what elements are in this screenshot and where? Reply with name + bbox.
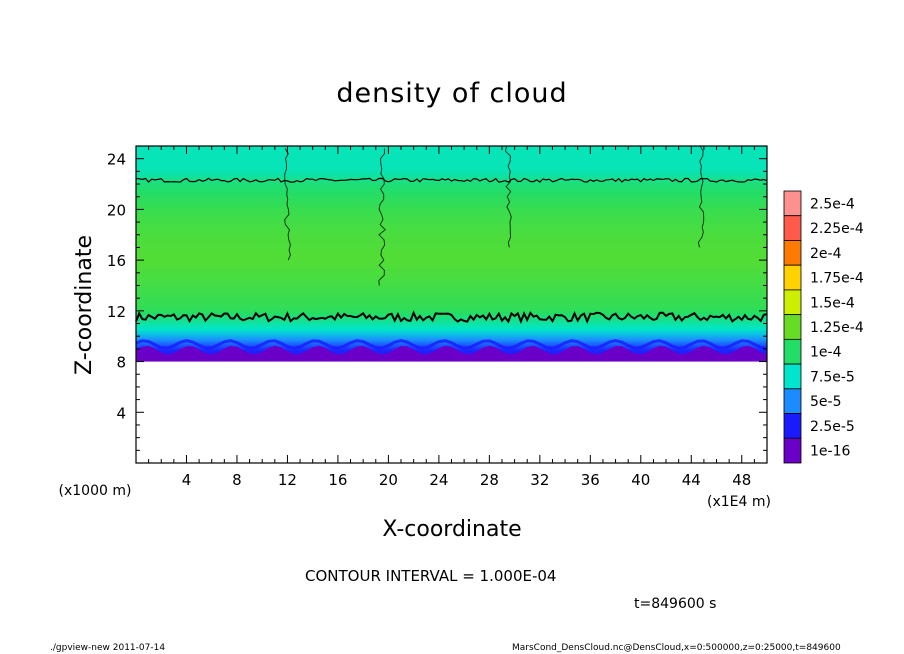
x-tick-label: 8 — [232, 471, 242, 489]
contour-interval-text: CONTOUR INTERVAL = 1.000E-04 — [305, 567, 557, 585]
colorbar-swatch — [783, 363, 802, 390]
colorbar-label: 2.5e-4 — [810, 196, 855, 212]
colorbar-label: 1.25e-4 — [810, 320, 864, 336]
cloud-base-band — [136, 345, 767, 362]
x-tick-label: 40 — [631, 471, 650, 489]
cloud-density-field — [136, 146, 767, 362]
colorbar-swatch — [783, 240, 802, 266]
footer-program: ./gpview-new 2011-07-14 — [50, 643, 166, 653]
colorbar-swatch — [783, 215, 802, 241]
colorbar-swatch — [783, 314, 802, 340]
colorbar-swatch — [783, 437, 802, 464]
x-tick-label: 16 — [328, 471, 347, 489]
colorbar: 2.5e-4 2.25e-4 2e-4 1.75e-4 1.5e-4 1.25e-4 1e-… — [783, 190, 864, 464]
colorbar-label: 1.75e-4 — [810, 271, 864, 287]
cloud-base-edge — [135, 339, 768, 350]
x-tick-label: 36 — [581, 471, 600, 489]
y-unit-label: (x1000 m) — [59, 483, 132, 499]
colorbar-swatch — [783, 388, 802, 414]
contour-lines — [135, 145, 768, 325]
x-tick-label: 20 — [379, 471, 398, 489]
x-tick-label: 32 — [530, 471, 549, 489]
colorbar-label: 1e-4 — [810, 345, 842, 361]
colorbar-label: 1.5e-4 — [810, 295, 855, 311]
colorbar-label: 2e-4 — [810, 246, 842, 262]
x-tick-label: 44 — [682, 471, 701, 489]
y-tick-label: 16 — [107, 252, 126, 270]
y-axis-label: Z-coordinate — [72, 235, 97, 375]
colorbar-swatch — [783, 289, 802, 316]
footer-source: MarsCond_DensCloud.nc@DensCloud,x=0:5000… — [512, 643, 841, 653]
x-axis-label: X-coordinate — [382, 517, 521, 542]
x-tick-label: 48 — [732, 471, 751, 489]
plume-streak — [378, 148, 386, 286]
colorbar-swatch — [783, 190, 802, 217]
plume-streak — [504, 145, 512, 248]
colorbar-swatch — [783, 264, 802, 291]
colorbar-label: 1e-16 — [810, 444, 850, 460]
colorbar-label: 2.5e-5 — [810, 419, 855, 435]
colorbar-swatch — [783, 413, 802, 439]
colorbar-swatch — [783, 338, 802, 365]
plume-streak — [284, 148, 291, 261]
time-label: t=849600 s — [634, 596, 717, 612]
heatmap-field — [135, 146, 768, 362]
contour-line-1 — [135, 310, 768, 325]
x-tick-label: 12 — [278, 471, 297, 489]
y-tick-label: 12 — [107, 303, 126, 321]
y-axis: 4 8 12 16 20 24 — [107, 151, 767, 451]
colorbar-label: 2.25e-4 — [810, 221, 864, 237]
y-tick-label: 20 — [107, 201, 126, 219]
x-tick-label: 28 — [480, 471, 499, 489]
plume-streak — [697, 145, 705, 248]
chart-title: density of cloud — [336, 78, 568, 109]
y-tick-label: 24 — [107, 151, 126, 169]
colorbar-label: 5e-5 — [810, 394, 841, 410]
x-tick-label: 24 — [429, 471, 448, 489]
y-tick-label: 8 — [116, 354, 126, 372]
contour-line-2 — [136, 177, 768, 183]
x-axis: 4 8 12 16 20 24 28 32 36 40 44 48 — [148, 146, 755, 489]
colorbar-label: 7.5e-5 — [810, 369, 855, 385]
x-tick-label: 4 — [182, 471, 192, 489]
y-tick-label: 4 — [116, 404, 126, 422]
x-unit-label: (x1E4 m) — [707, 494, 771, 510]
